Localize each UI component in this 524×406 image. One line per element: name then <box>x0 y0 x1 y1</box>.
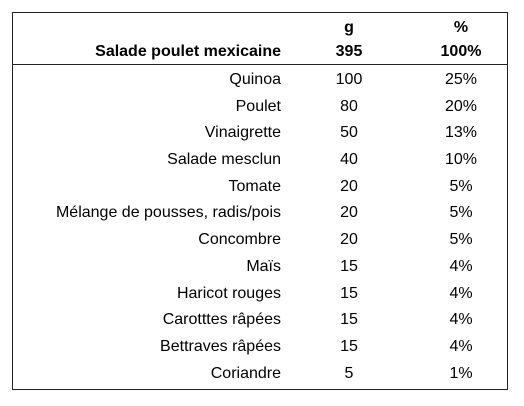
ingredient-percent: 13% <box>444 124 478 142</box>
ingredient-grams: 15 <box>340 284 358 302</box>
ingredient-percent: 20% <box>444 97 478 115</box>
table-row: Maïs 15 4% <box>13 254 507 281</box>
table-header: Salade poulet mexicaine g 395 % 100% <box>13 13 507 65</box>
ingredient-grams: 15 <box>340 257 358 275</box>
ingredient-grams: 20 <box>340 177 358 195</box>
ingredient-name: Bettraves râpées <box>160 337 281 355</box>
table-row: Bettraves râpées 15 4% <box>13 334 507 361</box>
ingredient-grams: 20 <box>340 204 358 222</box>
ingredient-grams: 5 <box>344 364 354 382</box>
percent-total: 100% <box>440 43 482 60</box>
ingredient-percent: 5% <box>449 177 473 195</box>
ingredient-percent: 10% <box>444 151 478 169</box>
ingredient-percent: 4% <box>449 311 473 329</box>
ingredient-name: Carotttes râpées <box>162 311 281 329</box>
ingredient-percent: 4% <box>449 284 473 302</box>
ingredient-percent: 4% <box>449 257 473 275</box>
table-row: Mélange de pousses, radis/pois 20 5% <box>13 200 507 227</box>
recipe-table: Salade poulet mexicaine g 395 % 100% Qui… <box>12 12 508 390</box>
table-row: Vinaigrette 50 13% <box>13 120 507 147</box>
ingredient-grams: 15 <box>340 337 358 355</box>
ingredient-name: Poulet <box>235 97 281 115</box>
ingredient-name: Concombre <box>198 231 281 249</box>
ingredient-name: Salade mesclun <box>167 151 281 169</box>
ingredient-name: Haricot rouges <box>176 284 281 302</box>
table-row: Quinoa 100 25% <box>13 67 507 94</box>
ingredient-percent: 1% <box>449 364 473 382</box>
table-row: Poulet 80 20% <box>13 94 507 121</box>
grams-column-header: g <box>344 19 354 36</box>
table-row: Tomate 20 5% <box>13 174 507 201</box>
ingredient-name: Vinaigrette <box>204 124 281 142</box>
ingredient-grams: 80 <box>340 97 358 115</box>
table-row: Salade mesclun 40 10% <box>13 147 507 174</box>
grams-total: 395 <box>335 43 363 60</box>
table-row: Haricot rouges 15 4% <box>13 281 507 308</box>
table-row: Coriandre 5 1% <box>13 361 507 388</box>
ingredient-grams: 50 <box>340 124 358 142</box>
percent-column-header: % <box>453 19 469 36</box>
ingredient-name: Coriandre <box>210 364 281 382</box>
ingredient-grams: 100 <box>335 71 363 88</box>
recipe-title: Salade poulet mexicaine <box>95 43 281 60</box>
ingredient-rows: Quinoa 100 25% Poulet 80 20% Vinaigrette… <box>13 67 507 387</box>
ingredient-percent: 5% <box>449 231 473 249</box>
ingredient-name: Quinoa <box>229 71 281 88</box>
ingredient-grams: 40 <box>340 151 358 169</box>
ingredient-percent: 25% <box>444 71 478 88</box>
ingredient-percent: 4% <box>449 337 473 355</box>
ingredient-percent: 5% <box>449 204 473 222</box>
table-row: Carotttes râpées 15 4% <box>13 307 507 334</box>
table-row: Concombre 20 5% <box>13 227 507 254</box>
ingredient-name: Maïs <box>246 257 281 275</box>
ingredient-name: Mélange de pousses, radis/pois <box>55 204 281 222</box>
ingredient-name: Tomate <box>228 177 281 195</box>
ingredient-grams: 20 <box>340 231 358 249</box>
ingredient-grams: 15 <box>340 311 358 329</box>
